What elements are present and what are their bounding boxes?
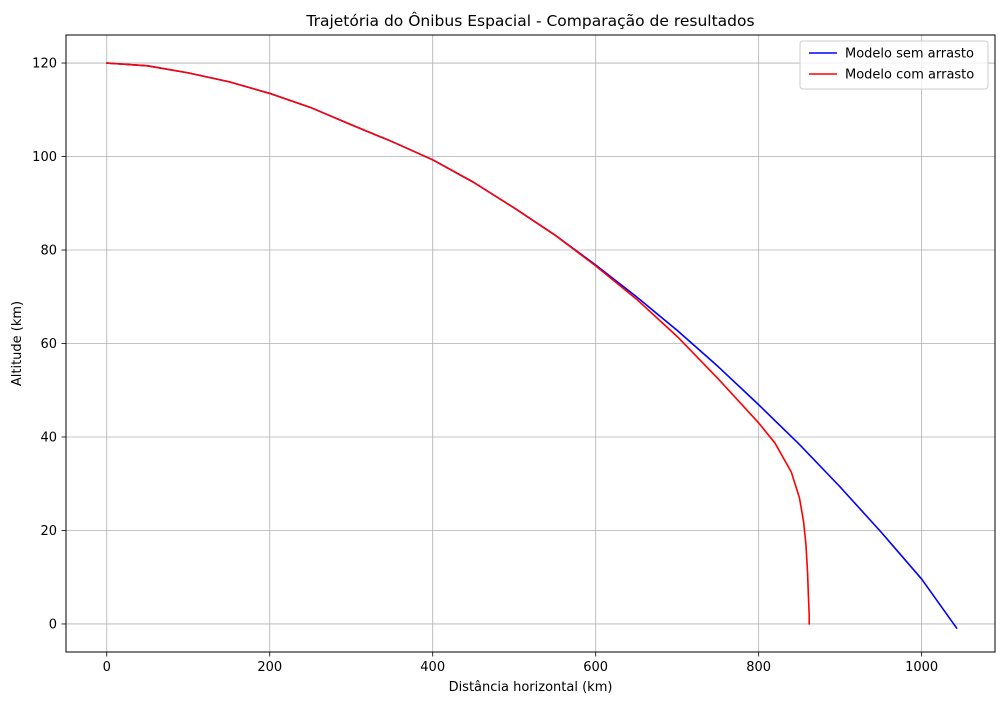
y-tick-label: 100 <box>32 150 57 165</box>
y-tick-label: 120 <box>32 57 57 72</box>
x-tick-label: 1000 <box>905 660 938 675</box>
legend-label-com-arrasto: Modelo com arrasto <box>845 68 974 83</box>
x-tick-label: 400 <box>420 660 445 675</box>
x-tick-label: 0 <box>103 660 111 675</box>
x-tick-label: 600 <box>583 660 608 675</box>
y-axis-label: Altitude (km) <box>10 301 25 386</box>
legend-label-sem-arrasto: Modelo sem arrasto <box>845 47 974 62</box>
x-tick-label: 800 <box>746 660 771 675</box>
legend: Modelo sem arrasto Modelo com arrasto <box>799 40 989 90</box>
y-tick-label: 20 <box>40 524 57 539</box>
y-tick-label: 40 <box>40 430 57 445</box>
plot-lines <box>105 62 958 629</box>
x-tick-label: 200 <box>257 660 282 675</box>
y-tick-label: 80 <box>40 244 57 259</box>
y-tick-label: 0 <box>49 617 57 632</box>
y-tick-label: 60 <box>40 337 57 352</box>
x-axis-label: Distância horizontal (km) <box>449 680 613 695</box>
axis-ticks: 0 200 400 600 800 1000 0 20 40 60 80 100 120 <box>32 57 938 675</box>
chart-title: Trajetória do Ônibus Espacial - Comparaç… <box>305 11 754 30</box>
legend-box <box>799 40 989 90</box>
series-line-1 <box>105 62 811 625</box>
